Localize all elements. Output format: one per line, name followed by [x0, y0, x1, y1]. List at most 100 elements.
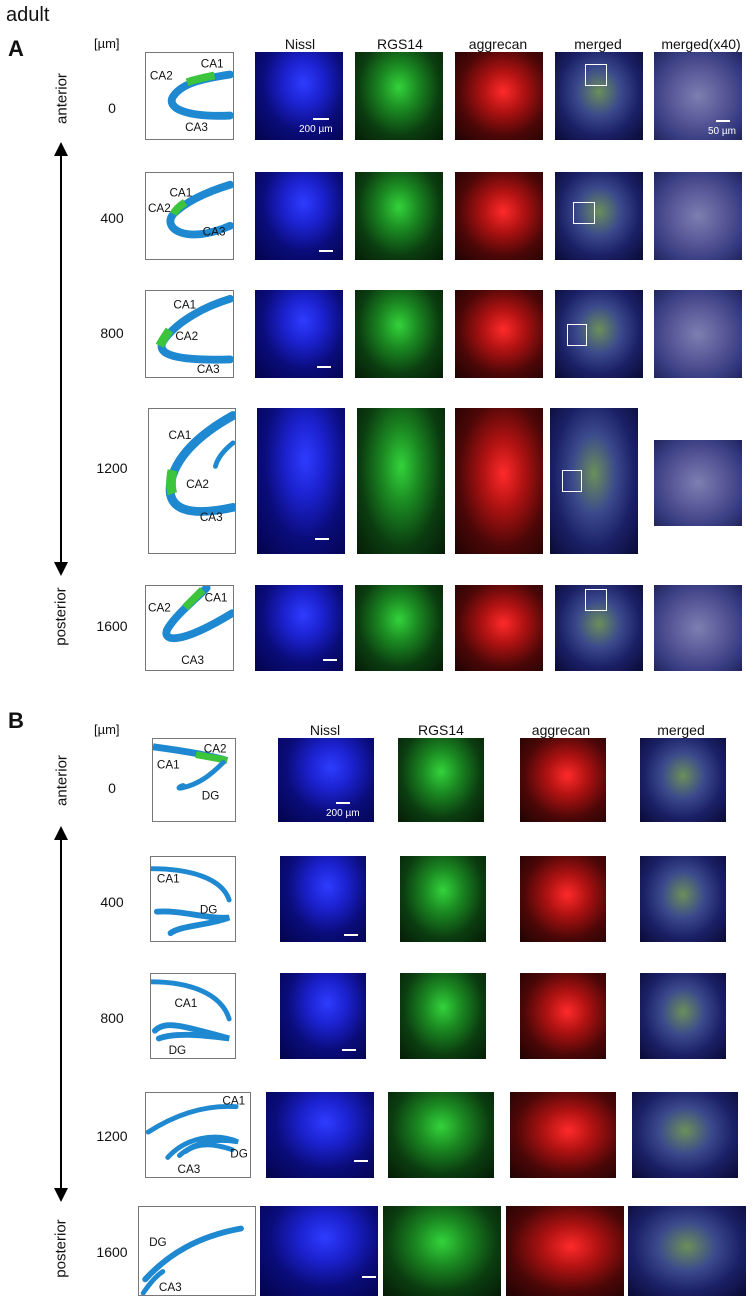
- schematic-label: CA3: [159, 1281, 182, 1294]
- panel-a-depth-0: 0: [108, 100, 116, 116]
- panel-b-aggrecan-0: [520, 738, 606, 822]
- figure-title: adult: [6, 4, 50, 26]
- panel-a-nissl-0: 200 µm: [255, 52, 343, 140]
- panel-a-posterior-label: posterior: [52, 587, 70, 646]
- panel-b-header-merged: merged: [657, 722, 705, 738]
- scale-bar: [362, 1276, 376, 1278]
- panel-b-rgs14-800: [400, 973, 486, 1059]
- panel-a-header-aggrecan: aggrecan: [468, 36, 528, 52]
- panel-b-nissl-0: 200 µm: [278, 738, 374, 822]
- schematic-label: CA3: [181, 654, 204, 667]
- schematic-label: DG: [149, 1236, 167, 1249]
- panel-b-arrow-down-head: [54, 1188, 68, 1202]
- schematic-label: CA1: [201, 58, 224, 71]
- scale-bar-label: 50 µm: [708, 126, 736, 137]
- panel-b-rgs14-400: [400, 856, 486, 942]
- panel-b-arrow-up-head: [54, 826, 68, 840]
- schematic-label: CA3: [200, 511, 223, 524]
- panel-b-nissl-800: [280, 973, 366, 1059]
- schematic-label: CA2: [148, 601, 171, 614]
- panel-b-rgs14-1600: [383, 1206, 501, 1296]
- zoom-box: [562, 470, 582, 492]
- schematic-label: CA3: [197, 363, 220, 376]
- scale-bar: [336, 802, 350, 804]
- panel-a-aggrecan-1200: [455, 408, 543, 554]
- panel-a-schematic-0: CA1 CA2 CA3: [145, 52, 234, 140]
- panel-a-rgs14-1600: [355, 585, 443, 671]
- schematic-label: CA2: [204, 743, 227, 756]
- panel-a-aggrecan-1600: [455, 585, 543, 671]
- panel-b-header-aggrecan: aggrecan: [531, 722, 591, 738]
- panel-a-schematic-1200: CA1 CA2 CA3: [148, 408, 236, 554]
- panel-a-rgs14-400: [355, 172, 443, 260]
- scale-bar-label: 200 µm: [326, 808, 360, 819]
- schematic-label: CA1: [205, 592, 228, 605]
- panel-a-nissl-400: [255, 172, 343, 260]
- panel-a-letter: A: [8, 36, 24, 61]
- panel-a-merged-x40-0: 50 µm: [654, 52, 742, 140]
- panel-b-nissl-1200: [266, 1092, 374, 1178]
- panel-b-unit: [µm]: [94, 722, 120, 737]
- panel-b-axis-arrow: [60, 836, 62, 1194]
- panel-b-schematic-1600: DG CA3: [138, 1206, 256, 1296]
- panel-a-merged-x40-400: [654, 172, 742, 260]
- panel-a-schematic-1600: CA1 CA2 CA3: [145, 585, 234, 671]
- panel-b-aggrecan-1600: [506, 1206, 624, 1296]
- schematic-label: CA1: [157, 872, 180, 885]
- scale-bar: [354, 1160, 368, 1162]
- panel-b-schematic-800: CA1 DG: [150, 973, 236, 1059]
- panel-b-merged-800: [640, 973, 726, 1059]
- panel-b-depth-1600: 1600: [96, 1244, 128, 1260]
- panel-a-depth-800: 800: [100, 325, 124, 341]
- panel-a-nissl-1600: [255, 585, 343, 671]
- schematic-label: CA2: [148, 202, 171, 215]
- panel-b-merged-0: [640, 738, 726, 822]
- schematic-label: DG: [230, 1147, 248, 1160]
- panel-a-depth-1600: 1600: [96, 618, 128, 634]
- panel-b-merged-400: [640, 856, 726, 942]
- panel-a-rgs14-0: [355, 52, 443, 140]
- panel-b-header-rgs14: RGS14: [418, 722, 464, 738]
- panel-a-arrow-down-head: [54, 562, 68, 576]
- zoom-box: [585, 64, 607, 86]
- scale-bar: [315, 538, 329, 540]
- panel-a-anterior-label: anterior: [53, 73, 71, 124]
- scale-bar: [317, 366, 331, 368]
- zoom-box: [585, 589, 607, 611]
- scale-bar: [344, 934, 358, 936]
- panel-b-posterior-label: posterior: [52, 1219, 70, 1278]
- panel-b-depth-800: 800: [100, 1010, 124, 1026]
- panel-b-depth-400: 400: [100, 894, 124, 910]
- panel-b-aggrecan-400: [520, 856, 606, 942]
- schematic-label: CA1: [157, 758, 180, 771]
- schematic-label: CA1: [222, 1095, 245, 1108]
- panel-a-nissl-1200: [257, 408, 345, 554]
- panel-a-arrow-up-head: [54, 142, 68, 156]
- panel-a-rgs14-1200: [357, 408, 445, 554]
- panel-a-unit: [µm]: [94, 36, 120, 51]
- panel-b-letter: B: [8, 708, 24, 733]
- panel-b-schematic-0: CA1 CA2 DG: [152, 738, 236, 822]
- panel-a-merged-x40-1200: [654, 440, 742, 526]
- panel-a-schematic-800: CA1 CA2 CA3: [145, 290, 234, 378]
- scale-bar-label: 200 µm: [299, 124, 333, 135]
- panel-a-depth-400: 400: [100, 210, 124, 226]
- panel-a-header-merged-x40: merged(x40): [661, 36, 741, 52]
- panel-a-merged-800: [555, 290, 643, 378]
- panel-a-rgs14-800: [355, 290, 443, 378]
- panel-b-aggrecan-1200: [510, 1092, 616, 1178]
- panel-b-merged-1600: [628, 1206, 746, 1296]
- panel-b-schematic-400: CA1 DG: [150, 856, 236, 942]
- schematic-label: CA2: [186, 478, 209, 491]
- schematic-label: CA1: [174, 997, 197, 1010]
- panel-b-anterior-label: anterior: [53, 755, 71, 806]
- schematic-label: CA3: [177, 1163, 200, 1176]
- panel-a-aggrecan-0: [455, 52, 543, 140]
- scale-bar: [323, 659, 337, 661]
- schematic-label: CA1: [173, 299, 196, 312]
- schematic-label: DG: [169, 1044, 187, 1057]
- panel-a-aggrecan-800: [455, 290, 543, 378]
- panel-a-merged-0: [555, 52, 643, 140]
- panel-b-schematic-1200: CA1 DG CA3: [145, 1092, 251, 1178]
- schematic-label: CA3: [203, 226, 226, 239]
